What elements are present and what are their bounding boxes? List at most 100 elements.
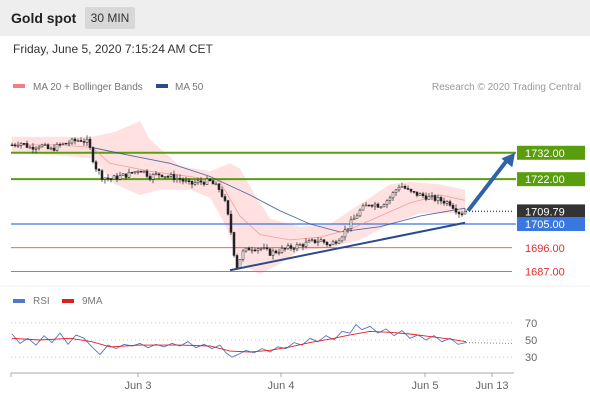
candle-down — [199, 180, 203, 183]
forecast-arrow-head — [501, 152, 515, 168]
candle-down — [433, 195, 437, 201]
support-trendline — [229, 221, 466, 272]
candle-up — [259, 248, 263, 250]
candle-up — [280, 247, 284, 253]
candle-down — [157, 173, 161, 176]
candle-up — [319, 239, 323, 242]
candle-up — [19, 143, 23, 146]
candle-up — [361, 205, 365, 211]
candle-down — [247, 247, 251, 251]
candle-up — [382, 204, 386, 208]
candle-up — [262, 247, 266, 249]
candle-up — [136, 170, 140, 173]
candle-down — [181, 179, 185, 182]
level-label-1705-00: 1705.00 — [525, 219, 565, 231]
candle-up — [445, 201, 449, 204]
candle-down — [370, 204, 374, 207]
candle-down — [25, 143, 29, 148]
candle-up — [127, 171, 131, 178]
candle-up — [175, 178, 179, 181]
candle-down — [235, 255, 239, 268]
candle-down — [376, 203, 380, 208]
candle-up — [85, 138, 89, 143]
candle-up — [271, 250, 275, 256]
candle-down — [421, 193, 425, 197]
candle-up — [463, 211, 467, 215]
candle-down — [145, 170, 149, 177]
candle-up — [118, 175, 122, 180]
candle-up — [385, 200, 389, 205]
candle-down — [460, 213, 464, 216]
candle-down — [457, 211, 461, 215]
candle-down — [283, 247, 287, 250]
candle-up — [28, 146, 32, 149]
chart-datetime: Friday, June 5, 2020 7:15:24 AM CET — [13, 42, 213, 56]
candle-down — [79, 140, 83, 142]
candle-down — [409, 188, 413, 192]
candle-down — [73, 138, 77, 142]
candle-down — [202, 181, 206, 185]
candle-up — [205, 178, 209, 185]
candle-up — [346, 228, 350, 230]
x-tick-label: Jun 3 — [125, 380, 152, 392]
candle-up — [184, 180, 188, 182]
candle-down — [10, 144, 14, 147]
candle-down — [88, 138, 92, 148]
level-label-1722-00: 1722.00 — [525, 174, 565, 186]
candle-up — [307, 240, 311, 243]
candle-down — [454, 208, 458, 213]
rsi-tick-30: 30 — [525, 352, 537, 364]
rsi-tick-70: 70 — [525, 318, 537, 330]
candle-up — [316, 241, 320, 243]
candle-up — [355, 215, 359, 219]
candle-up — [49, 147, 53, 150]
candle-down — [289, 245, 293, 249]
candle-up — [163, 176, 167, 178]
candle-up — [61, 142, 65, 145]
rsi-ma-line — [11, 330, 467, 353]
candle-up — [238, 259, 242, 268]
candle-down — [229, 213, 233, 233]
rsi-ma-legend-label: 9MA — [82, 296, 103, 307]
candle-down — [265, 247, 269, 250]
candle-up — [286, 245, 290, 249]
x-tick-label: Jun 13 — [475, 380, 508, 392]
candle-up — [310, 239, 314, 241]
rsi-line — [11, 323, 467, 358]
candle-up — [295, 244, 299, 250]
candle-up — [343, 229, 347, 238]
candle-up — [400, 186, 404, 188]
candle-down — [166, 176, 170, 178]
candle-down — [178, 178, 182, 180]
candle-up — [244, 247, 248, 252]
x-tick-label: Jun 4 — [268, 380, 295, 392]
ma50-legend-label: MA 50 — [175, 82, 204, 93]
candle-up — [34, 147, 38, 150]
candle-down — [124, 173, 128, 178]
bb-legend-swatch — [13, 84, 25, 88]
candle-down — [106, 177, 110, 180]
candle-up — [394, 189, 398, 193]
candle-down — [226, 200, 230, 215]
candle-down — [313, 239, 317, 243]
candle-down — [100, 170, 104, 180]
candle-up — [349, 219, 353, 229]
rsi-tick-50: 50 — [525, 335, 537, 347]
candle-down — [367, 204, 371, 207]
candle-down — [190, 180, 194, 185]
candle-down — [208, 178, 212, 182]
timeframe-badge[interactable]: 30 MIN — [85, 7, 135, 29]
candle-down — [115, 175, 119, 180]
candle-down — [334, 241, 338, 244]
candle-down — [424, 195, 428, 200]
candle-down — [109, 178, 113, 181]
candle-up — [379, 206, 383, 209]
candle-up — [67, 142, 71, 145]
candle-down — [274, 250, 278, 254]
candle-down — [52, 147, 56, 151]
candle-down — [217, 183, 221, 190]
candle-down — [31, 146, 35, 150]
candle-up — [133, 171, 137, 174]
candle-down — [220, 189, 224, 197]
candle-down — [406, 188, 410, 190]
